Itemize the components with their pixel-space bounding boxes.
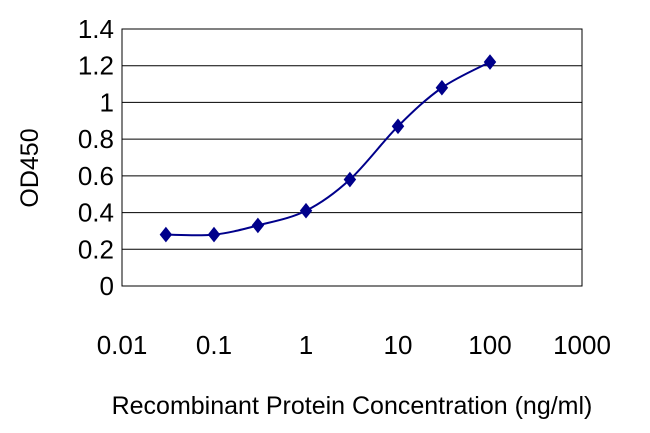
data-point-marker xyxy=(207,226,221,243)
x-tick-label: 1 xyxy=(299,330,313,360)
y-tick-label: 0 xyxy=(100,271,114,301)
y-tick-label: 1.4 xyxy=(78,14,114,44)
x-tick-labels: 0.01 0.1 1 10 100 1000 xyxy=(97,330,611,360)
y-tick-labels: 0 0.2 0.4 0.6 0.8 1 1.2 1.4 xyxy=(78,14,114,301)
series-layer xyxy=(159,54,497,243)
y-tick-label: 0.6 xyxy=(78,161,114,191)
y-axis-title: OD450 xyxy=(16,128,44,207)
data-point-marker xyxy=(343,171,357,188)
plot-area xyxy=(121,28,583,287)
y-tick-label: 0.2 xyxy=(78,234,114,264)
y-tick-label: 1.2 xyxy=(78,51,114,81)
data-point-marker xyxy=(435,79,449,96)
data-point-marker xyxy=(299,202,313,219)
x-tick-label: 0.01 xyxy=(97,330,148,360)
y-tick-label: 0.8 xyxy=(78,124,114,154)
data-point-marker xyxy=(391,118,405,135)
x-tick-label: 10 xyxy=(384,330,413,360)
x-tick-label: 100 xyxy=(468,330,511,360)
x-tick-label: 0.1 xyxy=(196,330,232,360)
data-point-marker xyxy=(483,54,497,70)
y-tick-label: 0.4 xyxy=(78,198,114,228)
y-tick-label: 1 xyxy=(100,87,114,117)
x-axis-title: Recombinant Protein Concentration (ng/ml… xyxy=(112,392,593,420)
data-point-marker xyxy=(251,217,265,234)
data-point-marker xyxy=(159,226,173,243)
x-tick-label: 1000 xyxy=(553,330,611,360)
